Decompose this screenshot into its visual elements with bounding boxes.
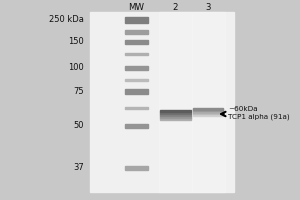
Bar	[194, 109, 224, 111]
Bar	[125, 30, 148, 34]
Bar	[125, 17, 148, 23]
Bar	[159, 12, 192, 192]
Bar	[125, 124, 148, 128]
Bar	[160, 112, 191, 114]
Text: 100: 100	[68, 64, 84, 72]
Text: MW: MW	[128, 3, 145, 12]
Text: 37: 37	[73, 164, 84, 172]
Text: 2: 2	[173, 3, 178, 12]
Bar	[90, 12, 234, 192]
Bar	[125, 40, 148, 44]
Bar	[194, 108, 224, 110]
Bar	[194, 111, 224, 113]
Bar	[125, 53, 148, 55]
Bar	[125, 66, 148, 70]
Bar	[125, 79, 148, 81]
Bar	[160, 116, 191, 118]
Bar	[125, 89, 148, 94]
Text: ~60kDa: ~60kDa	[228, 106, 258, 112]
Bar	[160, 118, 191, 120]
Bar	[194, 113, 224, 114]
Text: TCP1 alpha (91a): TCP1 alpha (91a)	[228, 114, 290, 120]
Text: 150: 150	[68, 38, 84, 46]
Bar	[194, 114, 224, 116]
Bar	[160, 110, 191, 112]
Bar	[160, 114, 191, 116]
Bar	[125, 166, 148, 170]
Bar	[192, 12, 225, 192]
Text: 75: 75	[74, 88, 84, 97]
Text: 250 kDa: 250 kDa	[49, 16, 84, 24]
Text: 50: 50	[74, 121, 84, 130]
Text: 3: 3	[206, 3, 211, 12]
Bar	[125, 107, 148, 109]
